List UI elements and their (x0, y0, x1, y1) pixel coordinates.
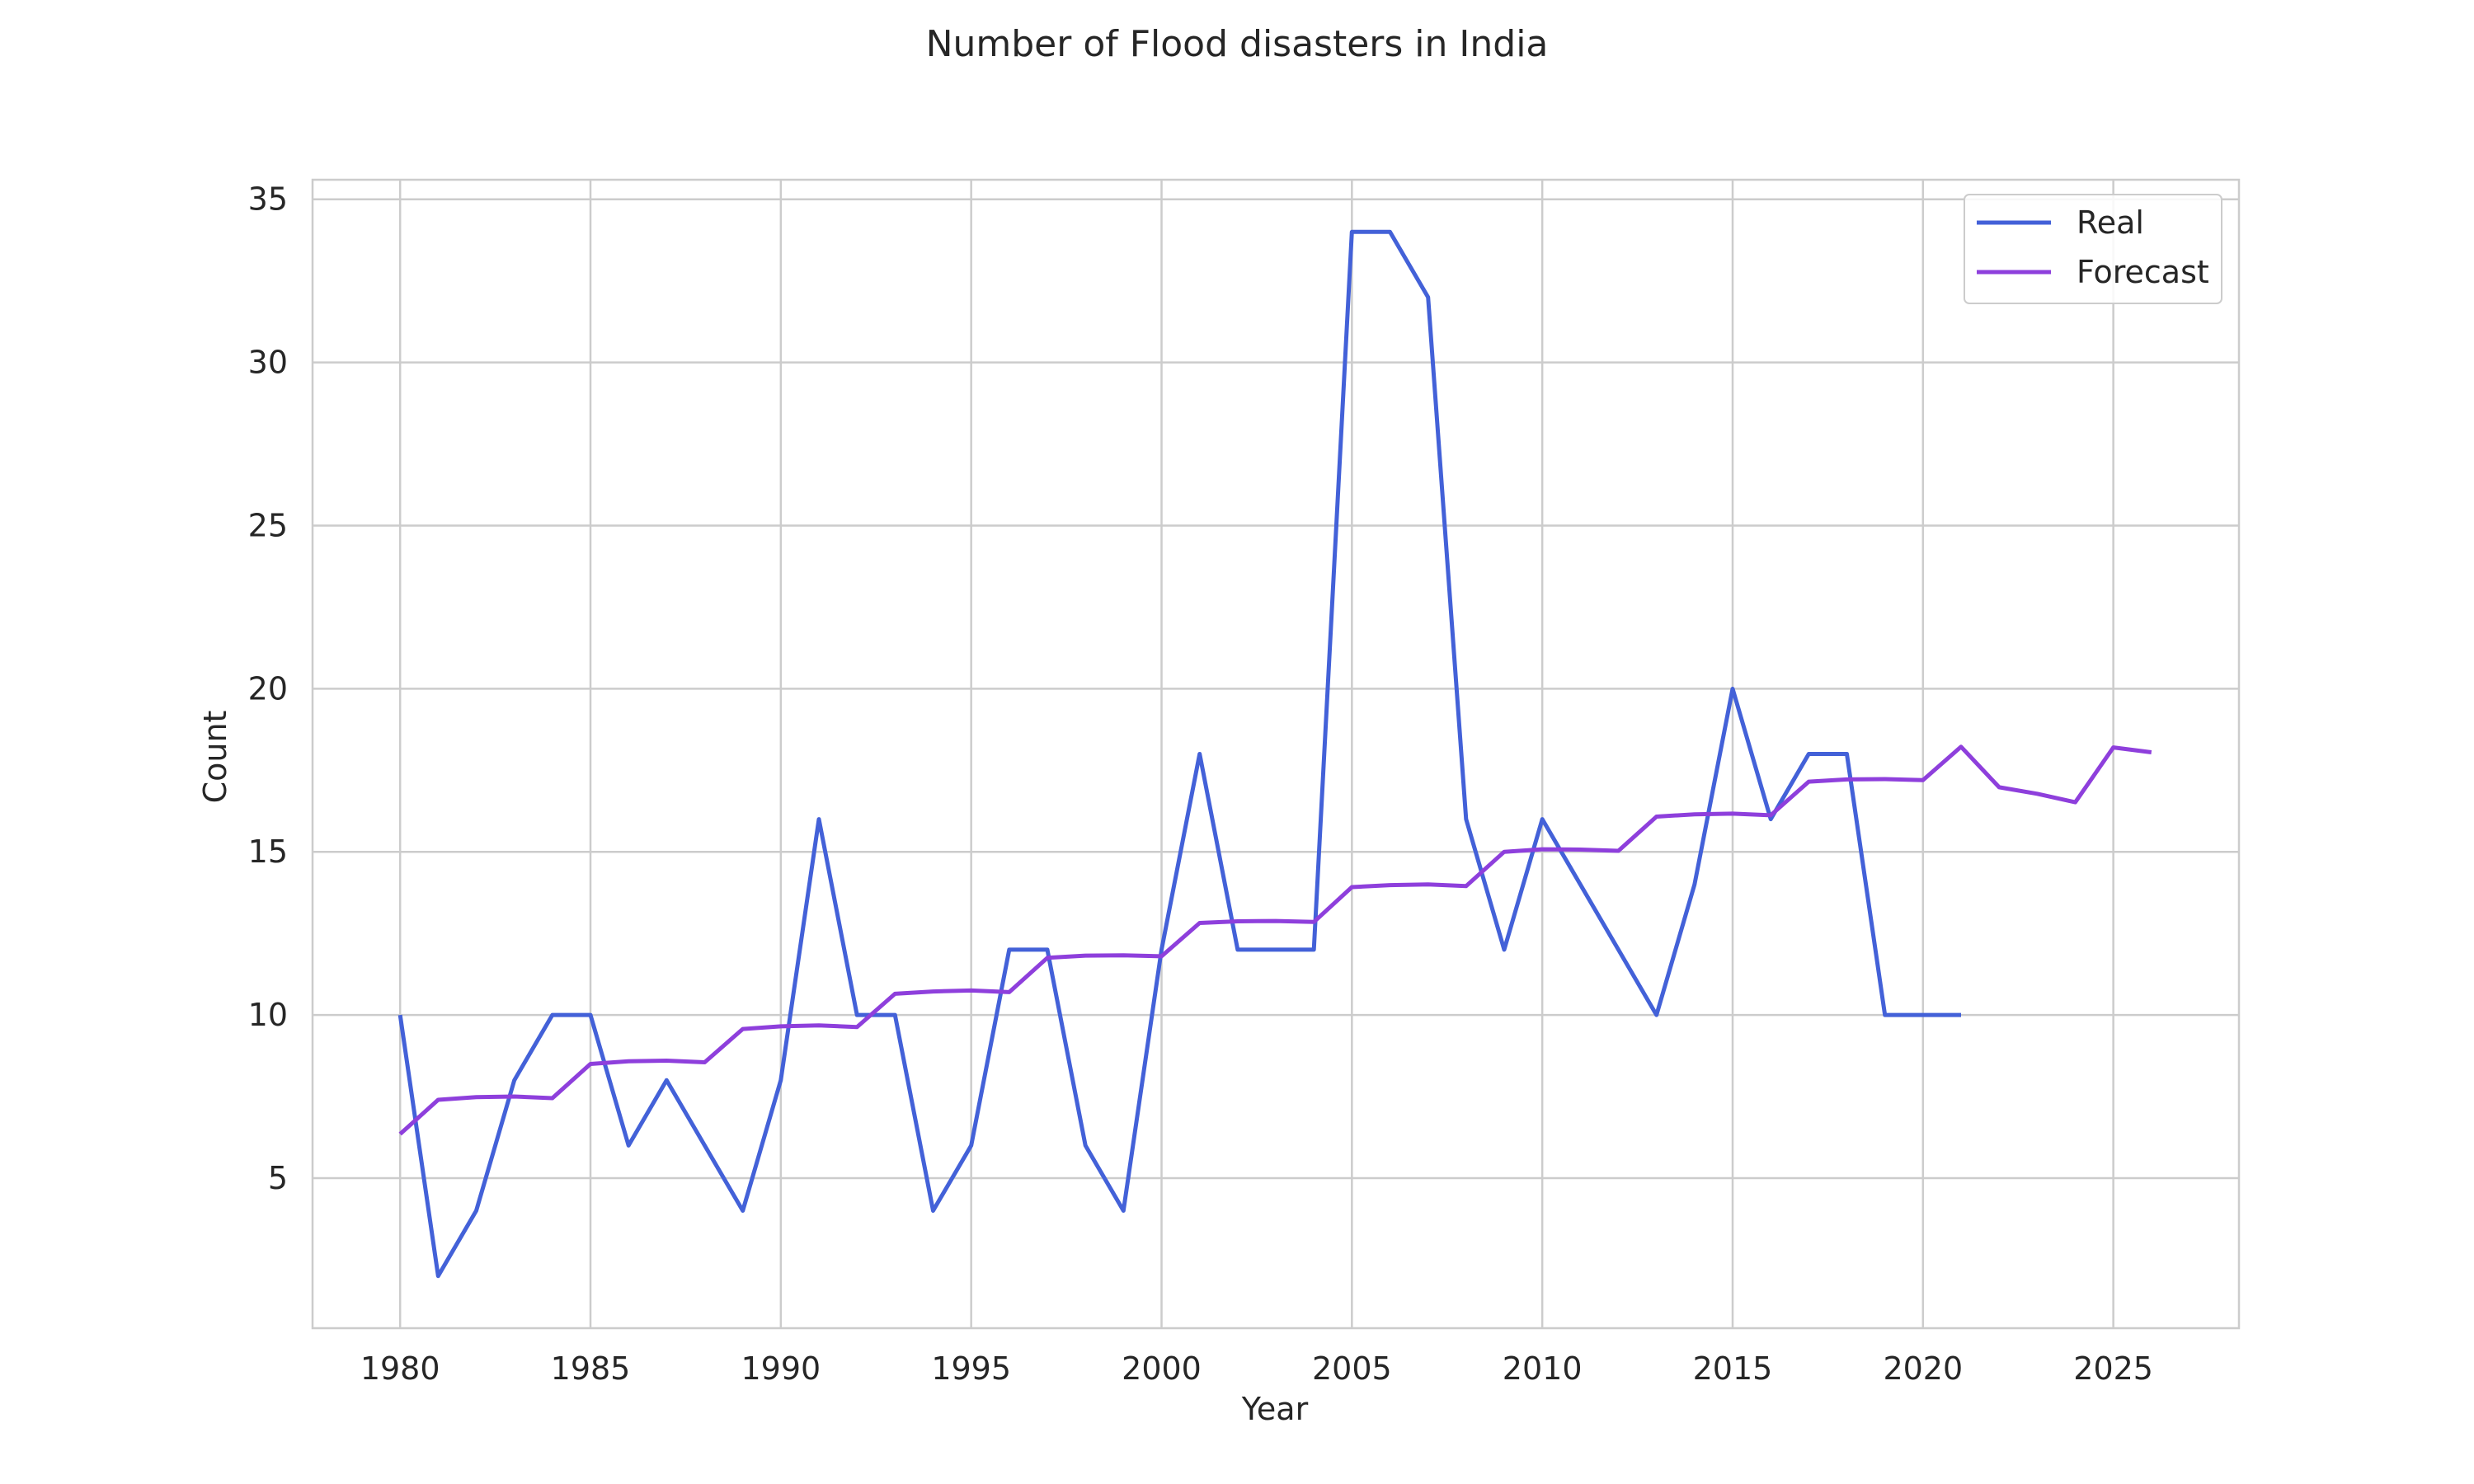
grid (313, 180, 2239, 1328)
chart-title: Number of Flood disasters in India (926, 23, 1549, 65)
x-tick-label: 2005 (1312, 1350, 1392, 1387)
x-tick-label: 1980 (360, 1350, 440, 1387)
legend-label-real: Real (2077, 204, 2144, 241)
x-tick-label: 2010 (1503, 1350, 1583, 1387)
x-tick-label: 1995 (931, 1350, 1011, 1387)
y-tick-label: 15 (248, 834, 288, 870)
y-axis-ticks: 5 10 15 20 25 30 35 (248, 181, 288, 1196)
legend: Real Forecast (1964, 194, 2222, 304)
y-tick-label: 25 (248, 507, 288, 543)
x-tick-label: 1990 (741, 1350, 821, 1387)
y-tick-label: 35 (248, 181, 288, 218)
x-axis-ticks: 1980 1985 1990 1995 2000 2005 2010 2015 2020 2025 (360, 1350, 2153, 1387)
x-tick-label: 1985 (551, 1350, 631, 1387)
x-tick-label: 2025 (2073, 1350, 2153, 1387)
x-tick-label: 2000 (1122, 1350, 1202, 1387)
x-tick-label: 2020 (1883, 1350, 1963, 1387)
y-tick-label: 30 (248, 345, 288, 381)
y-axis-label: Count (197, 711, 233, 804)
plot-frame (311, 178, 2241, 1330)
legend-label-forecast: Forecast (2077, 254, 2209, 290)
y-tick-label: 10 (248, 997, 288, 1033)
series-layer (397, 229, 2152, 1279)
y-tick-label: 5 (268, 1160, 288, 1196)
series-line-real (397, 229, 1961, 1279)
y-tick-label: 20 (248, 670, 288, 707)
series-line-forecast (398, 744, 2152, 1136)
x-tick-label: 2015 (1693, 1350, 1773, 1387)
x-axis-label: Year (1241, 1391, 1309, 1427)
